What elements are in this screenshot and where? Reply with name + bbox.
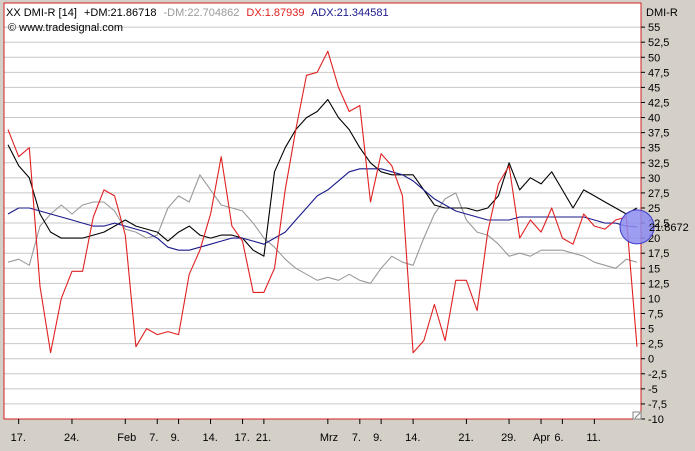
y-tick-label: 0 — [648, 354, 654, 366]
x-tick-label: 7. — [149, 432, 158, 444]
y-tick-label: 2,5 — [648, 339, 663, 351]
y-tick-label: 42,5 — [648, 97, 669, 109]
adx-line — [7, 168, 638, 251]
y-tick-label: 10 — [648, 293, 660, 305]
y-tick-label: 27,5 — [648, 188, 669, 200]
y-tick-label: -5 — [648, 384, 658, 396]
y-tick-label: 32,5 — [648, 158, 669, 170]
y-tick-label: 47,5 — [648, 67, 669, 79]
y-axis: 5552,55047,54542,54037,53532,53027,52522… — [641, 22, 669, 426]
x-axis: 17. 24. Feb 7. 9. 14. 17. 21. Mrz 7. 9. 14. 21. 29. Ap… — [11, 419, 601, 444]
x-tick-label: 14. — [405, 432, 420, 444]
y-tick-label: 5 — [648, 324, 654, 336]
current-value-marker[interactable] — [619, 209, 655, 245]
y-tick-label: 37,5 — [648, 128, 669, 140]
x-tick-label: 7. — [352, 432, 361, 444]
x-tick-label: 9. — [171, 432, 180, 444]
y-tick-label: -10 — [648, 414, 664, 426]
y-tick-label: 55 — [648, 22, 660, 34]
x-tick-label: 9. — [373, 432, 382, 444]
header-line: XX DMI-R [14] +DM:21.86718 -DM:22.704862… — [6, 7, 389, 19]
minus-dm-label: -DM:22.704862 — [164, 7, 240, 19]
plot-area[interactable] — [4, 3, 641, 419]
current-value-label: 21.8672 — [649, 222, 689, 234]
indicator-label: XX DMI-R [14] — [6, 7, 77, 19]
x-tick-label: Mrz — [320, 432, 338, 444]
y-tick-label: 52,5 — [648, 37, 669, 49]
series-layer — [7, 50, 638, 354]
x-tick-label: 21. — [256, 432, 271, 444]
y-tick-label: 25 — [648, 203, 660, 215]
y-tick-label: 15 — [648, 263, 660, 275]
x-tick-label: Apr — [533, 432, 550, 444]
y-tick-label: -7,5 — [648, 399, 667, 411]
plus-dm-line — [7, 98, 638, 257]
x-tick-label: Feb — [117, 432, 136, 444]
y-axis-title: DMI-R — [646, 7, 678, 19]
y-tick-label: 35 — [648, 143, 660, 155]
y-tick-label: 12,5 — [648, 278, 669, 290]
x-tick-label: 24. — [64, 432, 79, 444]
x-tick-label: 21. — [458, 432, 473, 444]
plus-dm-label: +DM:21.86718 — [84, 7, 156, 19]
dx-line — [7, 50, 638, 354]
adx-label: ADX:21.344581 — [311, 7, 389, 19]
dx-label: DX:1.87939 — [246, 7, 304, 19]
y-tick-label: 45 — [648, 82, 660, 94]
y-tick-label: 7,5 — [648, 308, 663, 320]
minus-dm-line — [7, 174, 638, 284]
x-tick-label: 11. — [586, 432, 600, 444]
x-tick-label: 29. — [501, 432, 516, 444]
y-tick-label: 17,5 — [648, 248, 669, 260]
x-tick-label: 14. — [203, 432, 218, 444]
y-tick-label: 40 — [648, 113, 660, 125]
value-marker-circle[interactable] — [619, 209, 655, 245]
copyright-label: © www.tradesignal.com — [8, 22, 123, 34]
resize-grip-icon[interactable] — [632, 411, 642, 420]
y-tick-label: -2,5 — [648, 369, 667, 381]
x-tick-label: 17. — [235, 432, 250, 444]
x-tick-label: 17. — [11, 432, 26, 444]
x-tick-label: 6. — [554, 432, 563, 444]
y-tick-label: 50 — [648, 52, 660, 64]
y-tick-label: 30 — [648, 173, 660, 185]
